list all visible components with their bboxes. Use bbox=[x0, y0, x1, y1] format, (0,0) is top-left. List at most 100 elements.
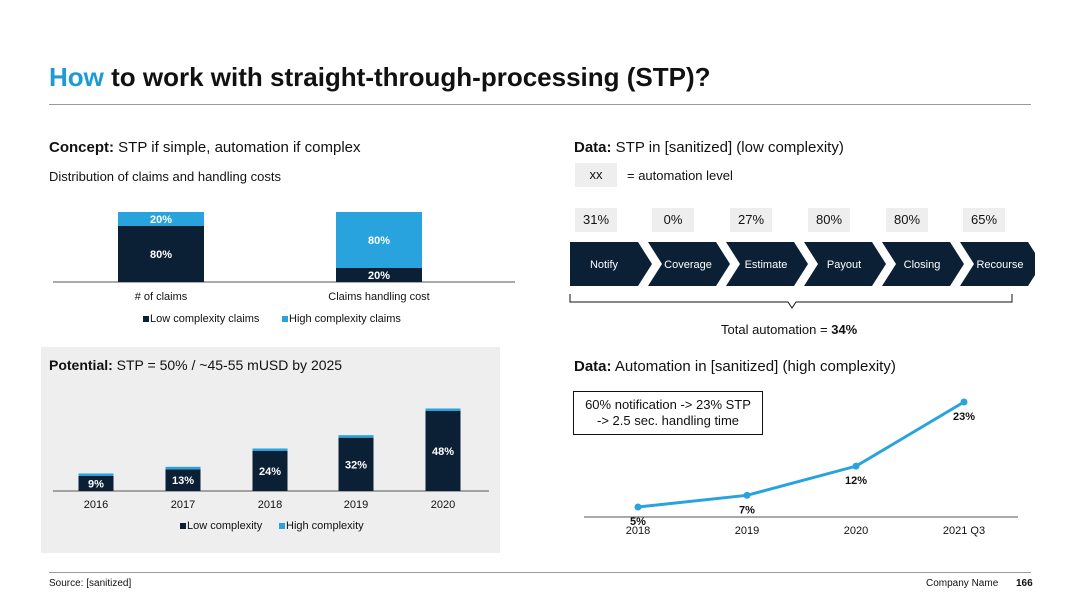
data-high-heading: Data: Automation in [sanitized] (high co… bbox=[574, 358, 896, 375]
automation-level-closing: 80% bbox=[886, 208, 928, 232]
year-label: 2017 bbox=[171, 499, 195, 511]
data-label: 12% bbox=[845, 475, 867, 487]
page-title: How to work with straight-through-proces… bbox=[49, 62, 711, 93]
page-number: 166 bbox=[1016, 578, 1033, 589]
data-low-heading-bold: Data: bbox=[574, 139, 612, 156]
legend-label-low: Low complexity bbox=[187, 520, 263, 532]
data-label: 7% bbox=[739, 504, 755, 516]
stp-note-box: 60% notification -> 23% STP -> 2.5 sec. … bbox=[573, 391, 763, 435]
potential-heading-bold: Potential: bbox=[49, 357, 113, 373]
title-rest: to work with straight-through-processing… bbox=[103, 62, 711, 92]
x-tick-label: 2018 bbox=[626, 525, 650, 537]
category-label: # of claims bbox=[135, 291, 188, 303]
data-label: 9% bbox=[88, 479, 104, 491]
automation-trend-chart: 5%2018 7% 2019 12% 2020 23% 2021 Q3 bbox=[584, 398, 1018, 537]
data-label: 48% bbox=[432, 446, 454, 458]
total-automation: Total automation = 34% bbox=[721, 322, 857, 337]
year-label: 2019 bbox=[344, 499, 368, 511]
x-tick-label: 2021 Q3 bbox=[943, 525, 985, 537]
title-highlight: How bbox=[49, 62, 104, 92]
title-divider bbox=[49, 104, 1031, 105]
concept-heading-text: STP if simple, automation if complex bbox=[114, 139, 361, 156]
process-step-notify bbox=[570, 242, 652, 286]
year-label: 2018 bbox=[258, 499, 282, 511]
process-step-payout bbox=[804, 242, 886, 286]
legend-label-high: High complexity bbox=[286, 520, 364, 532]
x-tick-label: 2019 bbox=[735, 525, 759, 537]
automation-level-recourse: 65% bbox=[963, 208, 1005, 232]
bar-high-complexity bbox=[336, 212, 422, 268]
process-chevrons: Notify Coverage Estimate Payout Closing Recou… bbox=[570, 242, 1035, 286]
data-low-heading: Data: STP in [sanitized] (low complexity… bbox=[574, 139, 844, 156]
bar-high-complexity bbox=[252, 448, 288, 451]
legend-swatch-low bbox=[180, 523, 186, 529]
note-line-1: 60% notification -> 23% STP bbox=[585, 397, 751, 412]
process-step-label: Closing bbox=[904, 259, 941, 271]
automation-level-estimate: 27% bbox=[730, 208, 772, 232]
note-line-2: -> 2.5 sec. handling time bbox=[597, 413, 739, 428]
claims-distribution-chart: 80% 20% # of claims 20% 80% Claims handling c… bbox=[53, 212, 515, 325]
process-step-closing bbox=[882, 242, 964, 286]
data-label: 13% bbox=[172, 475, 194, 487]
total-brace bbox=[569, 294, 1013, 309]
data-label: 32% bbox=[345, 459, 367, 471]
potential-heading-text: STP = 50% / ~45-55 mUSD by 2025 bbox=[112, 357, 343, 373]
data-label: 24% bbox=[259, 466, 281, 478]
bar-low-complexity bbox=[425, 411, 461, 491]
process-step-estimate bbox=[726, 242, 808, 286]
company-name: Company Name bbox=[926, 578, 999, 589]
process-step-label: Notify bbox=[590, 259, 619, 271]
bar-low-complexity bbox=[118, 226, 204, 282]
data-point bbox=[852, 462, 860, 470]
data-point bbox=[743, 491, 751, 499]
data-label: 23% bbox=[953, 411, 975, 423]
bar-low-complexity bbox=[78, 476, 114, 491]
bar-high-complexity bbox=[425, 408, 461, 411]
bar-low-complexity bbox=[252, 451, 288, 491]
data-label-high: 80% bbox=[368, 235, 390, 247]
data-label-low: 80% bbox=[150, 249, 172, 261]
automation-legend-box: xx bbox=[575, 163, 617, 187]
process-step-label: Coverage bbox=[664, 259, 712, 271]
bar-low-complexity bbox=[338, 437, 374, 491]
legend-swatch-high bbox=[282, 316, 288, 322]
data-label: 5% bbox=[630, 516, 646, 528]
data-label-high: 20% bbox=[150, 214, 172, 226]
automation-level-payout: 80% bbox=[808, 208, 850, 232]
bar-low-complexity bbox=[165, 469, 201, 491]
footer-divider bbox=[49, 572, 1031, 573]
process-step-coverage bbox=[648, 242, 730, 286]
legend-swatch-high bbox=[279, 523, 285, 529]
stp-potential-chart: 9% 2016 13% 2017 24% 2018 32% 2019 48% 2020 Low co… bbox=[53, 408, 489, 532]
automation-level-coverage: 0% bbox=[652, 208, 694, 232]
automation-legend-text: = automation level bbox=[627, 168, 733, 183]
automation-level-notify: 31% bbox=[575, 208, 617, 232]
legend-label-high: High complexity claims bbox=[289, 313, 401, 325]
bar-high-complexity bbox=[338, 435, 374, 438]
bar-high-complexity bbox=[78, 473, 114, 476]
data-high-heading-text: Automation in [sanitized] (high complexi… bbox=[611, 358, 896, 375]
bar-low-complexity bbox=[336, 268, 422, 282]
bar-high-complexity bbox=[165, 466, 201, 470]
data-low-heading-text: STP in [sanitized] (low complexity) bbox=[611, 139, 844, 156]
bar-high-complexity bbox=[118, 212, 204, 226]
potential-heading: Potential: STP = 50% / ~45-55 mUSD by 20… bbox=[49, 357, 342, 373]
x-tick-label: 2020 bbox=[844, 525, 868, 537]
process-step-recourse bbox=[960, 242, 1035, 286]
source-note: Source: [sanitized] bbox=[49, 578, 132, 589]
concept-subtitle: Distribution of claims and handling cost… bbox=[49, 169, 281, 184]
data-high-heading-bold: Data: bbox=[574, 358, 612, 375]
process-step-label: Payout bbox=[827, 259, 861, 271]
data-point bbox=[960, 398, 968, 406]
data-point bbox=[634, 503, 642, 511]
process-step-label: Recourse bbox=[976, 259, 1023, 271]
total-automation-label: Total automation = bbox=[721, 322, 832, 337]
total-automation-value: 34% bbox=[831, 322, 858, 337]
automation-line bbox=[637, 400, 965, 509]
legend-swatch-low bbox=[143, 316, 149, 322]
legend-label-low: Low complexity claims bbox=[150, 313, 260, 325]
year-label: 2016 bbox=[84, 499, 108, 511]
concept-heading-bold: Concept: bbox=[49, 139, 114, 156]
data-label-low: 20% bbox=[368, 270, 390, 282]
concept-heading: Concept: STP if simple, automation if co… bbox=[49, 139, 361, 156]
